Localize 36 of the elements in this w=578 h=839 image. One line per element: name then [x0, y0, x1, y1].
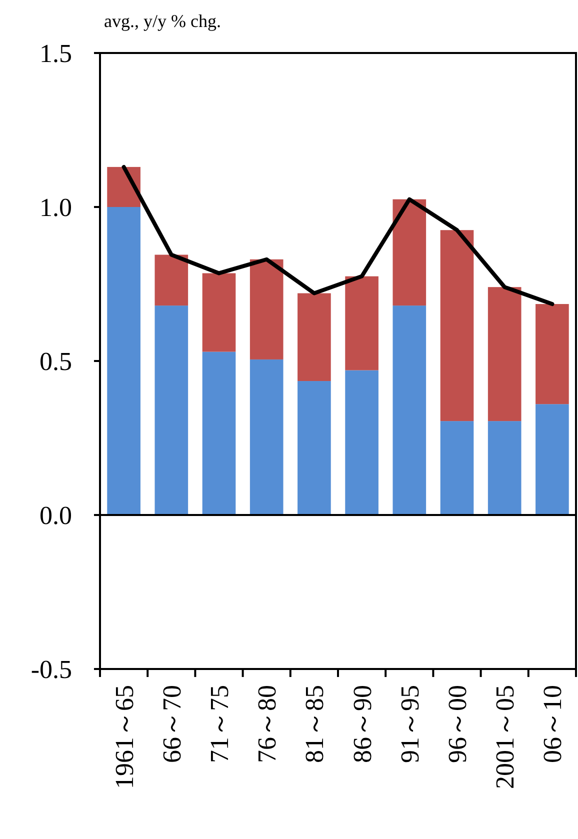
x-tick-label: 81～85: [300, 685, 330, 763]
y-tick-label: 0.5: [40, 347, 72, 376]
bar: [250, 259, 284, 360]
bar: [154, 306, 188, 515]
bar: [202, 352, 236, 515]
x-tick-label: 71～75: [205, 685, 234, 763]
x-tick-label: 06～10: [538, 685, 568, 763]
y-tick-label: -0.5: [30, 655, 72, 684]
bar: [392, 199, 426, 306]
x-tick-label: 66～70: [157, 685, 186, 763]
bar: [392, 306, 426, 515]
x-tick-label: 96～00: [443, 685, 472, 763]
y-axis-title: avg., y/y % chg.: [104, 11, 221, 31]
y-tick-label: 0.0: [40, 501, 72, 530]
bar: [536, 304, 569, 404]
line-series: [122, 164, 554, 306]
bar: [440, 230, 474, 422]
bar: [298, 293, 331, 382]
bar: [107, 207, 140, 515]
bar: [488, 421, 522, 515]
bar: [440, 421, 474, 515]
bar: [536, 404, 569, 515]
bar: [250, 359, 284, 515]
bar: [345, 370, 378, 515]
y-tick-label: 1.0: [40, 193, 72, 222]
bar: [345, 276, 378, 370]
bar: [202, 273, 236, 352]
x-tick-label: 2001～05: [490, 685, 520, 789]
x-tick-label: 1961～65: [110, 685, 139, 789]
bar: [298, 381, 331, 515]
bar: [154, 254, 188, 306]
y-tick-label: 1.5: [40, 39, 72, 68]
bar: [488, 287, 522, 422]
x-tick-label: 91～95: [395, 685, 424, 763]
x-tick-label: 76～80: [252, 685, 282, 763]
x-tick-label: 86～90: [348, 685, 377, 763]
